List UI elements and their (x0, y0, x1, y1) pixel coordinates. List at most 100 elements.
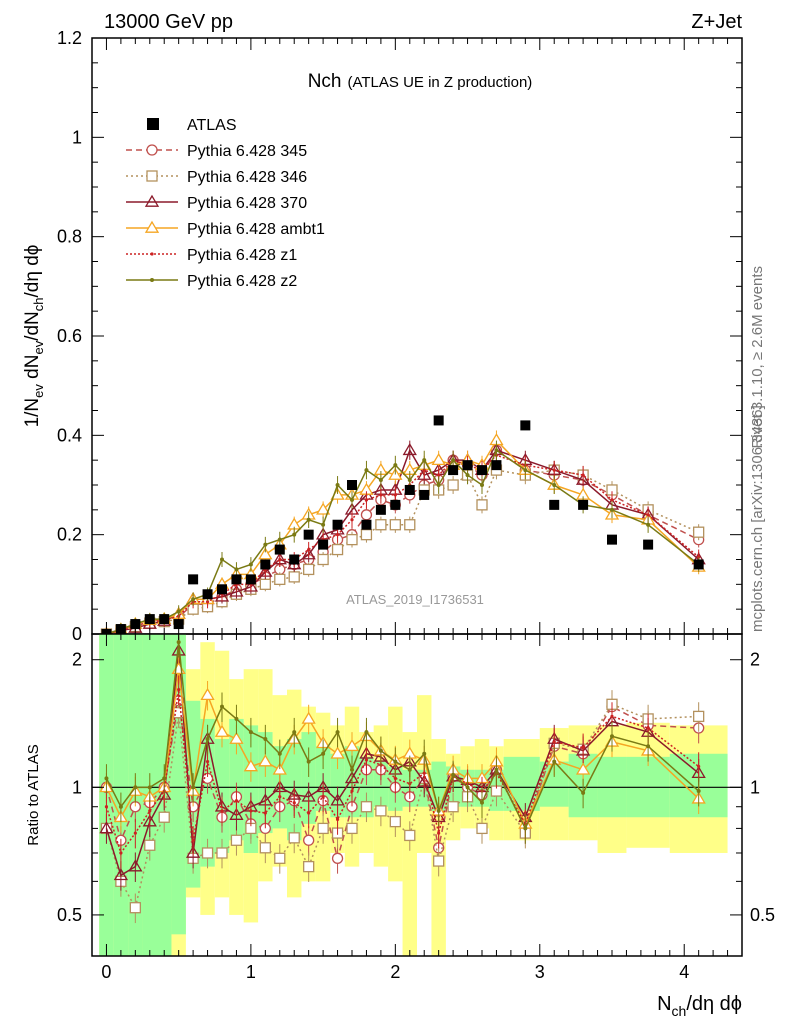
series-marker (431, 452, 446, 466)
series-marker (330, 746, 345, 759)
y-tick-label: 0.6 (57, 326, 82, 346)
data-point (245, 574, 256, 585)
y-tick-label: 0.8 (57, 227, 82, 247)
x-axis-label-main: N (657, 993, 671, 1015)
ratio-y-tick-label-right: 1 (750, 777, 760, 797)
series-line (106, 439, 700, 634)
legend-label: Pythia 6.428 345 (187, 143, 307, 160)
series-marker (216, 847, 228, 859)
data-point (347, 480, 357, 490)
series-marker (214, 724, 230, 737)
series-marker (447, 479, 459, 491)
series-marker (229, 584, 244, 597)
series-marker (697, 764, 701, 769)
series-line (106, 449, 700, 634)
series-marker (402, 442, 417, 456)
data-point (231, 574, 242, 585)
series-marker (422, 458, 427, 463)
x-tick-label: 2 (390, 962, 400, 982)
series-marker (205, 737, 210, 742)
plot-title-group: Nch (ATLAS UE in Z production) (308, 71, 533, 92)
series-marker (258, 547, 273, 560)
data-point (390, 499, 401, 510)
series-marker (234, 567, 239, 572)
data-point (491, 460, 502, 471)
series-marker (552, 759, 557, 764)
series-marker (303, 834, 315, 846)
series-marker (128, 859, 143, 872)
analysis-label: ATLAS_2019_I1736531 (346, 592, 484, 607)
series-marker (335, 817, 340, 822)
series-marker (364, 758, 369, 762)
main-panel: 0 0.2 0.4 0.6 0.8 1 1.2 (57, 28, 743, 644)
series-marker (158, 811, 170, 823)
data-point (361, 519, 372, 530)
series-marker (350, 518, 354, 522)
series-marker (476, 822, 488, 835)
series-marker (451, 458, 456, 463)
series-marker (375, 519, 387, 531)
y-tick-label: 0.4 (57, 425, 82, 445)
series-marker (133, 785, 138, 790)
series-marker (301, 547, 316, 560)
y-tick-label: 0 (72, 624, 82, 644)
ratio-y-tick-label: 1 (72, 777, 82, 797)
series-line (105, 703, 699, 910)
data-point (318, 539, 329, 550)
data-point (188, 574, 199, 585)
ratio-frame (91, 633, 743, 957)
data-point (159, 614, 170, 625)
series-marker (378, 478, 383, 483)
ratio-y-tick-label-right: 2 (750, 650, 760, 670)
series-marker (191, 597, 196, 602)
ratio-y-tick-label: 0.5 (57, 905, 82, 925)
series-marker (646, 744, 651, 749)
process-label: Z+Jet (691, 11, 742, 33)
series-marker (301, 711, 316, 724)
data-point (274, 544, 285, 555)
series-marker (288, 571, 300, 583)
series-marker (610, 734, 614, 739)
data-point (130, 619, 141, 630)
data-point (404, 484, 415, 495)
series-marker (278, 557, 282, 562)
series-marker (646, 522, 651, 527)
series-marker (104, 776, 109, 781)
series-marker (346, 822, 358, 835)
data-point (144, 614, 155, 625)
series-marker (422, 468, 426, 472)
series-marker (119, 851, 123, 855)
y-axis-label: 1/Nev dNev/dNch/dη dϕ (22, 245, 46, 428)
series-marker (364, 498, 369, 502)
series-marker (177, 688, 181, 692)
series-marker (350, 497, 354, 502)
series-marker (229, 731, 244, 744)
series-marker (274, 573, 286, 586)
legend-label: Pythia 6.428 ambt1 (187, 221, 325, 238)
series-marker (191, 838, 195, 842)
series-marker (693, 526, 705, 538)
series-marker (229, 807, 244, 820)
series-marker (364, 468, 369, 473)
series-marker (278, 795, 282, 799)
series-marker (220, 557, 224, 562)
data-point (173, 619, 184, 630)
series-marker (144, 839, 156, 851)
y-tick-label: 0.2 (57, 525, 82, 545)
data-point (643, 539, 654, 550)
series-marker (150, 252, 154, 256)
series-marker (476, 499, 488, 511)
series-marker (480, 800, 484, 805)
series-marker (113, 868, 129, 881)
series-marker (307, 547, 311, 552)
legend-label: Pythia 6.428 370 (187, 195, 307, 212)
series-marker (185, 845, 201, 858)
series-marker (144, 194, 160, 207)
x-tick-label: 1 (246, 962, 256, 982)
series-marker (220, 809, 224, 813)
series-marker (321, 751, 326, 756)
series-line (105, 642, 700, 831)
series-marker (263, 542, 268, 547)
series-marker (205, 759, 210, 764)
